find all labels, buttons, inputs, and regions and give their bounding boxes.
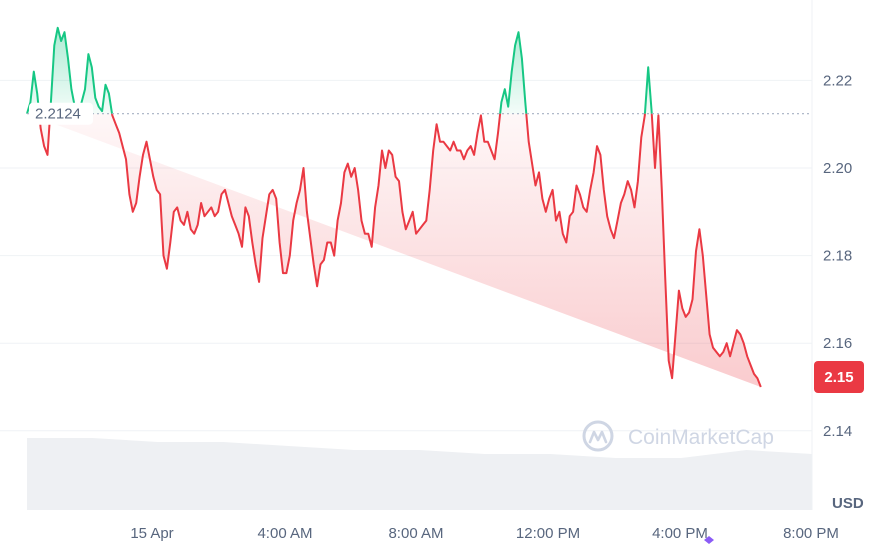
y-tick-label: 2.14 [823, 423, 852, 440]
currency-unit-label: USD [832, 495, 864, 512]
x-tick-label: 12:00 PM [516, 525, 580, 542]
x-tick-label: 4:00 AM [257, 525, 312, 542]
current-price-badge: 2.15 [814, 361, 864, 393]
gridlines [0, 79, 812, 432]
watermark: CoinMarketCap [582, 420, 774, 452]
y-tick-label: 2.22 [823, 72, 852, 89]
x-axis-ticks: 15 Apr 4:00 AM 8:00 AM 12:00 PM 4:00 PM 8:00 … [130, 525, 839, 542]
x-tick-label: 15 Apr [130, 525, 173, 542]
reference-price-label: 2.2124 [29, 102, 93, 125]
watermark-text: CoinMarketCap [628, 426, 774, 449]
area-below-reference [27, 113, 761, 387]
x-tick-label: 8:00 AM [388, 525, 443, 542]
event-marker-icon [704, 536, 714, 544]
y-tick-label: 2.16 [823, 335, 852, 352]
y-tick-label: 2.20 [823, 160, 852, 177]
y-tick-label: 2.18 [823, 248, 852, 265]
x-tick-label: 8:00 PM [783, 525, 839, 542]
current-price-text: 2.15 [824, 369, 853, 386]
reference-price-text: 2.2124 [35, 106, 81, 123]
coinmarketcap-logo-icon [582, 420, 614, 452]
volume-area [27, 438, 812, 510]
x-tick-label: 4:00 PM [652, 525, 708, 542]
price-line-below [26, 113, 762, 388]
y-axis-ticks: 2.14 2.16 2.18 2.20 2.22 [823, 72, 852, 439]
